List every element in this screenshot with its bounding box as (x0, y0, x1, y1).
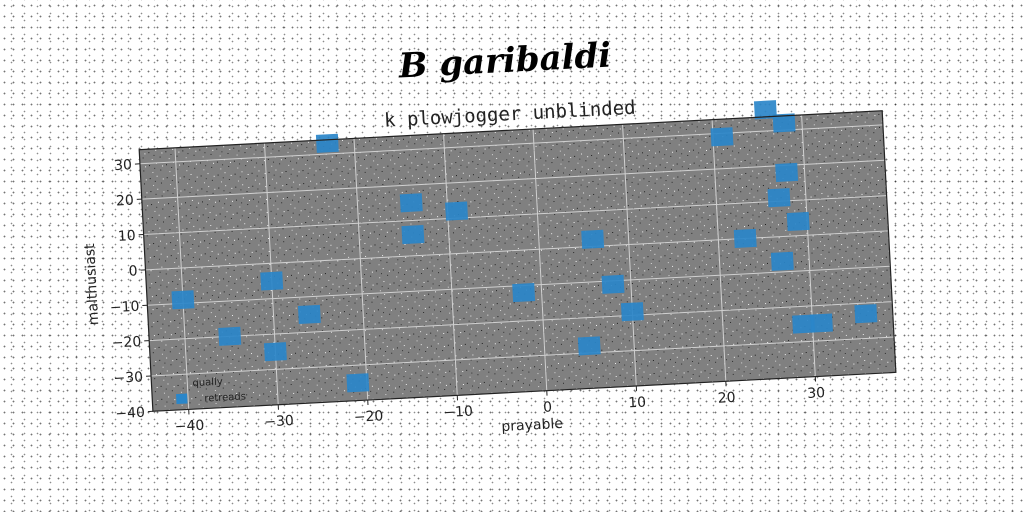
scatter-point (767, 188, 791, 208)
y-grid-line (143, 195, 887, 236)
x-grid-line (622, 124, 637, 386)
y-grid-line (141, 159, 885, 200)
scatter-point (810, 313, 833, 333)
y-tick-label: 0 (128, 263, 138, 279)
y-tick-label: −40 (115, 405, 145, 423)
x-grid-line (711, 119, 727, 382)
scatter-point (770, 251, 794, 271)
plot-area (139, 110, 896, 412)
y-axis-ticks: −40 −30 −20 −10 0 10 20 30 (109, 157, 153, 423)
scatter-point (260, 271, 284, 291)
y-tick-label: 20 (116, 193, 135, 210)
x-tick-label: −30 (264, 413, 294, 431)
y-tick-label: 30 (114, 157, 133, 174)
scatter-point (401, 225, 425, 245)
x-tick-label: −40 (174, 418, 204, 436)
scatter-point (218, 326, 242, 346)
y-tick-label: −10 (109, 299, 139, 317)
y-axis-label: malthusiast (82, 242, 102, 325)
scatter-point (346, 373, 370, 393)
scatter-point (512, 283, 536, 303)
scatter-point (786, 211, 810, 232)
y-tick-label: −30 (113, 369, 143, 387)
y-tick-label: 10 (117, 228, 136, 245)
legend-entry: retreads (204, 391, 246, 404)
x-tick-label: −10 (443, 404, 473, 422)
scatter-point (315, 133, 339, 153)
figure-suptitle: B garibaldi (397, 35, 612, 86)
x-tick-label: 0 (543, 399, 553, 415)
scatter-point (733, 228, 757, 249)
scatter-point (710, 127, 734, 147)
x-tick-label: −20 (353, 408, 383, 426)
x-axis-label: prayable (501, 416, 563, 435)
x-tick-label: 10 (628, 394, 647, 411)
legend: qually retreads (176, 377, 246, 405)
scatter-point (577, 336, 601, 356)
x-grid-line (801, 114, 816, 377)
legend-swatch (176, 393, 188, 405)
scatter-point (171, 290, 195, 310)
legend-title: qually (192, 377, 223, 390)
x-axis-ticks: −40 −30 −20 −10 0 10 20 30 (174, 376, 826, 435)
plot-frame (138, 110, 897, 412)
scatter-point (263, 342, 287, 362)
scatter-point (581, 229, 605, 249)
x-grid-line (174, 147, 190, 410)
y-grid-line (145, 230, 889, 271)
x-grid-line (443, 133, 458, 396)
x-grid-line (353, 138, 369, 401)
y-tick-label: −20 (111, 334, 141, 352)
y-grid-line (151, 336, 895, 377)
scatter-point (854, 304, 878, 324)
scatter-point (620, 302, 644, 322)
scatter-point (753, 100, 777, 120)
scatter-point (775, 162, 799, 183)
scatter-point (792, 314, 816, 334)
scatter-points (171, 100, 878, 393)
scatter-point (445, 201, 469, 221)
scatter-point (399, 193, 423, 213)
scatter-point (601, 274, 625, 294)
y-grid-line (149, 301, 893, 342)
scatter-point (297, 304, 321, 325)
y-grid-line (139, 124, 883, 165)
x-tick-label: 20 (717, 390, 736, 407)
scatter-point (772, 113, 796, 133)
x-grid-line (532, 128, 548, 391)
x-tick-label: 30 (807, 385, 826, 402)
